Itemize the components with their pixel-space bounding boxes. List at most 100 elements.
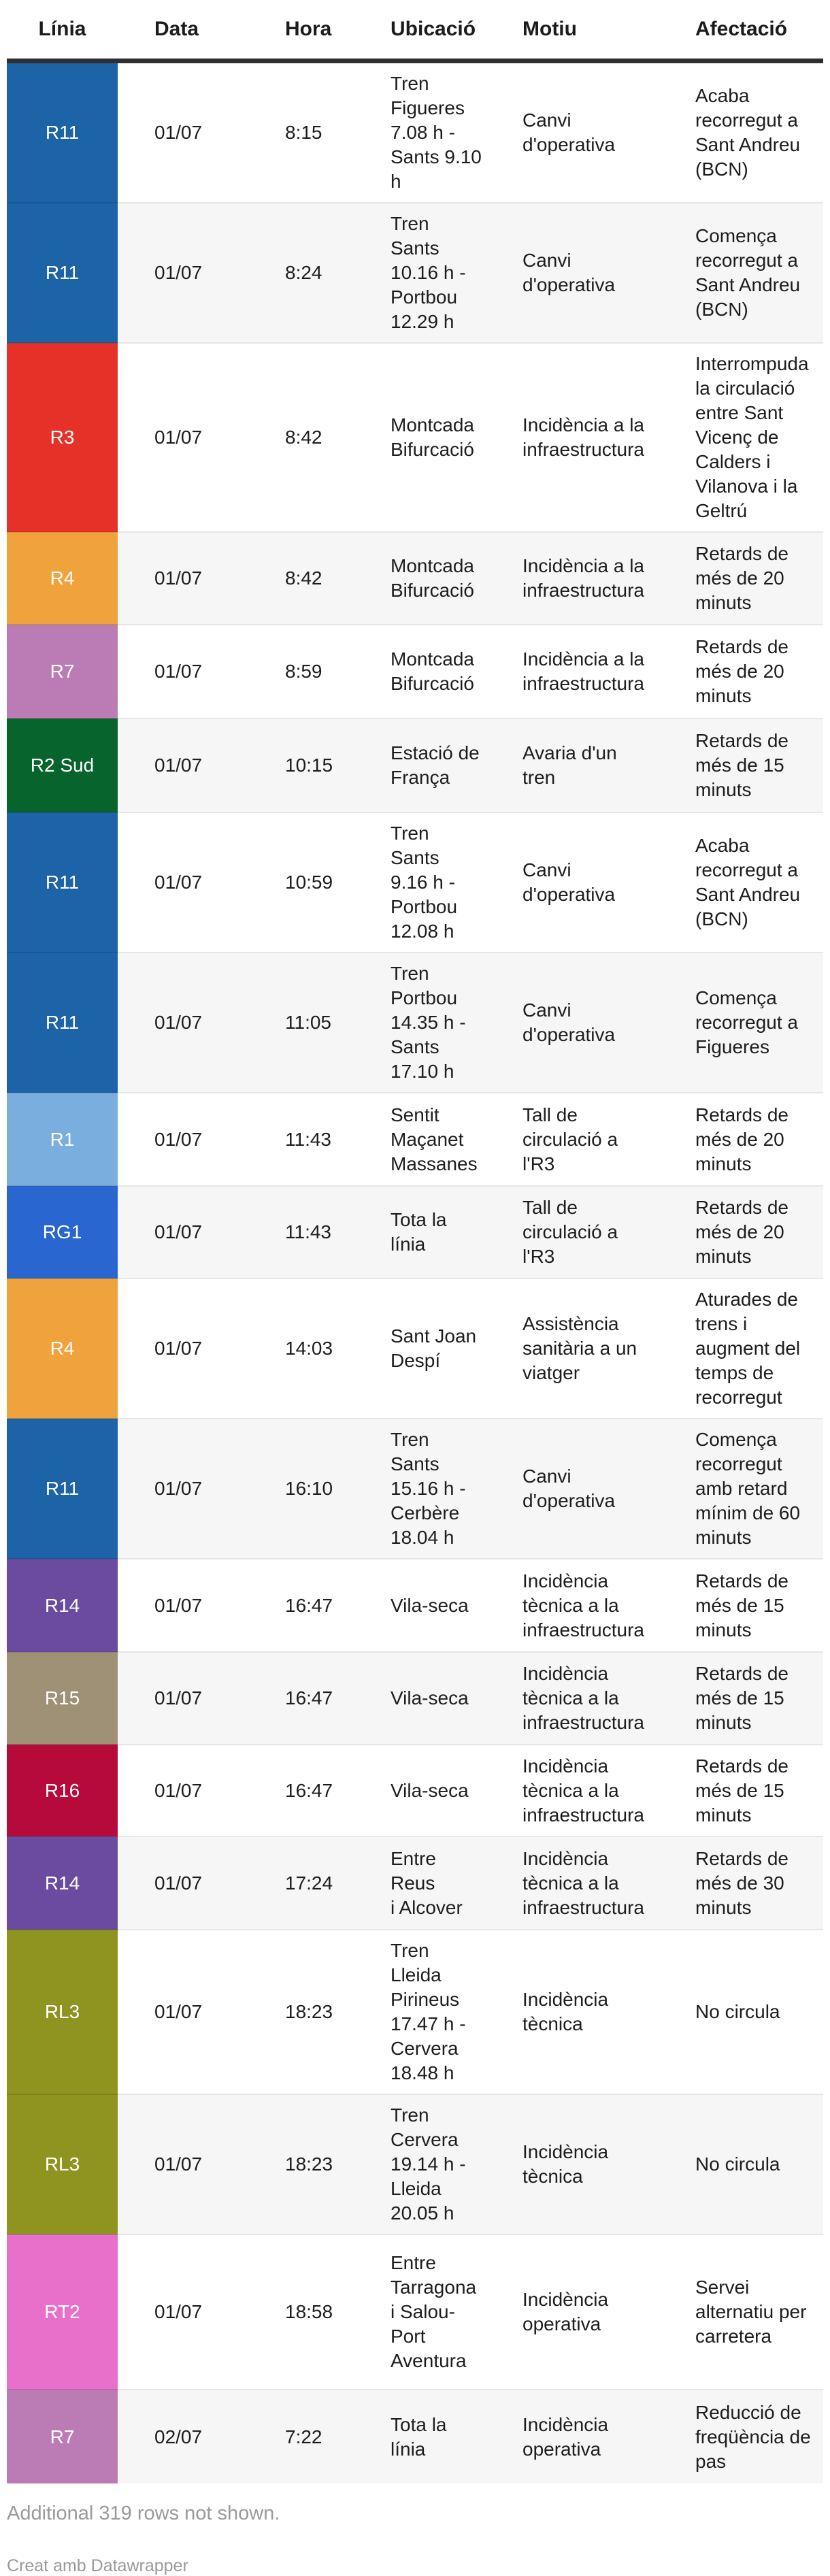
cell-impact: Comença recorregut amb retard mínim de 6… [659,1418,823,1559]
table-row: R1 01/07 11:43 Sentit Maçanet Massanes T… [7,1092,823,1186]
column-header-afectaci-: Afectació [659,0,823,63]
cell-time: 14:03 [248,1278,354,1419]
line-badge: R14 [7,1558,118,1652]
cell-location: Sentit Maçanet Massanes [354,1092,486,1186]
cell-time: 16:47 [248,1744,354,1836]
cell-reason: Canvi d'operativa [486,61,659,203]
cell-location: Tota la línia [354,2389,486,2483]
line-badge: R16 [7,1744,118,1836]
cell-reason: Incidència tècnica [486,1929,659,2094]
cell-date: 01/07 [118,624,248,719]
cell-impact: Interrompuda la circulació entre Sant Vi… [659,342,823,532]
cell-reason: Incidència operativa [486,2234,659,2390]
cell-date: 02/07 [118,2389,248,2483]
line-badge: R3 [7,342,118,532]
cell-time: 11:43 [248,1092,354,1186]
column-header-ubicaci-: Ubicació [354,0,486,63]
line-badge: R11 [7,812,118,953]
cell-time: 18:23 [248,2094,354,2234]
table-row: R7 01/07 8:59 Montcada Bifurcació Incidè… [7,624,823,719]
cell-time: 8:59 [248,624,354,719]
cell-reason: Canvi d'operativa [486,1418,659,1559]
table-row: R7 02/07 7:22 Tota la línia Incidència o… [7,2389,823,2483]
cell-date: 01/07 [118,1092,248,1186]
cell-date: 01/07 [118,1836,248,1930]
cell-location: Entre Tarragona i Salou- Port Aventura [354,2234,486,2390]
line-badge: R7 [7,2389,118,2483]
datawrapper-credit-link[interactable]: Creat amb Datawrapper [7,2556,188,2575]
cell-time: 17:24 [248,1836,354,1930]
cell-time: 10:59 [248,812,354,953]
cell-impact: Retards de més de 30 minuts [659,1836,823,1930]
cell-impact: Acaba recorregut a Sant Andreu (BCN) [659,812,823,953]
cell-location: Estació de França [354,718,486,812]
cell-date: 01/07 [118,202,248,343]
line-badge: RT2 [7,2234,118,2390]
line-badge: R4 [7,531,118,625]
cell-date: 01/07 [118,1744,248,1836]
cell-location: Vila-seca [354,1558,486,1652]
line-badge: R7 [7,624,118,719]
table-row: RL3 01/07 18:23 Tren Lleida Pirineus 17.… [7,1929,823,2094]
line-badge: R15 [7,1651,118,1745]
cell-reason: Tall de circulació a l'R3 [486,1092,659,1186]
table-row: RT2 01/07 18:58 Entre Tarragona i Salou-… [7,2234,823,2390]
line-badge: R2 Sud [7,718,118,812]
cell-date: 01/07 [118,1929,248,2094]
cell-reason: Canvi d'operativa [486,952,659,1093]
cell-location: Tota la línia [354,1185,486,1278]
cell-location: Tren Sants 9.16 h - Portbou 12.08 h [354,812,486,953]
table-row: R3 01/07 8:42 Montcada Bifurcació Incidè… [7,342,823,532]
cell-impact: Retards de més de 15 minuts [659,718,823,812]
cell-reason: Incidència a la infraestructura [486,624,659,719]
cell-reason: Incidència tècnica a la infraestructura [486,1744,659,1836]
table-row: RG1 01/07 11:43 Tota la línia Tall de ci… [7,1185,823,1278]
table-row: R11 01/07 8:15 Tren Figueres 7.08 h - Sa… [7,61,823,203]
cell-time: 8:42 [248,531,354,625]
cell-date: 01/07 [118,718,248,812]
cell-impact: Acaba recorregut a Sant Andreu (BCN) [659,61,823,203]
cell-location: Montcada Bifurcació [354,531,486,625]
cell-impact: Comença recorregut a Sant Andreu (BCN) [659,202,823,343]
cell-date: 01/07 [118,342,248,532]
cell-time: 8:24 [248,202,354,343]
cell-location: Tren Cervera 19.14 h - Lleida 20.05 h [354,2094,486,2234]
cell-date: 01/07 [118,812,248,953]
column-header-data: Data [118,0,248,63]
cell-time: 8:15 [248,61,354,203]
cell-date: 01/07 [118,61,248,203]
cell-location: Montcada Bifurcació [354,624,486,719]
cell-date: 01/07 [118,1185,248,1278]
incidents-table-container: Línia Data Hora Ubicació Motiu Afectació R11 … [7,0,823,2483]
cell-reason: Canvi d'operativa [486,202,659,343]
cell-time: 16:47 [248,1651,354,1745]
cell-time: 10:15 [248,718,354,812]
cell-time: 18:23 [248,1929,354,2094]
table-row: R16 01/07 16:47 Vila-seca Incidència tèc… [7,1744,823,1836]
table-header-row: Línia Data Hora Ubicació Motiu Afectació [7,0,823,63]
cell-location: Tren Sants 10.16 h - Portbou 12.29 h [354,202,486,343]
cell-location: Vila-seca [354,1651,486,1745]
cell-impact: No circula [659,1929,823,2094]
cell-reason: Incidència a la infraestructura [486,342,659,532]
line-badge: R14 [7,1836,118,1930]
line-badge: R11 [7,202,118,343]
table-row: R15 01/07 16:47 Vila-seca Incidència tèc… [7,1651,823,1745]
cell-date: 01/07 [118,531,248,625]
cell-location: Entre Reus i Alcover [354,1836,486,1930]
cell-date: 01/07 [118,952,248,1093]
cell-time: 16:47 [248,1558,354,1652]
cell-impact: Reducció de freqüència de pas [659,2389,823,2483]
cell-impact: Retards de més de 20 minuts [659,1185,823,1278]
cell-reason: Tall de circulació a l'R3 [486,1185,659,1278]
cell-date: 01/07 [118,1418,248,1559]
cell-reason: Avaria d'un tren [486,718,659,812]
cell-location: Tren Portbou 14.35 h - Sants 17.10 h [354,952,486,1093]
cell-date: 01/07 [118,1651,248,1745]
cell-reason: Assistència sanitària a un viatger [486,1278,659,1419]
table-header: Línia Data Hora Ubicació Motiu Afectació [7,0,823,63]
cell-date: 01/07 [118,2094,248,2234]
table-row: RL3 01/07 18:23 Tren Cervera 19.14 h - L… [7,2094,823,2234]
cell-impact: Aturades de trens i augment del temps de… [659,1278,823,1419]
cell-reason: Incidència a la infraestructura [486,531,659,625]
